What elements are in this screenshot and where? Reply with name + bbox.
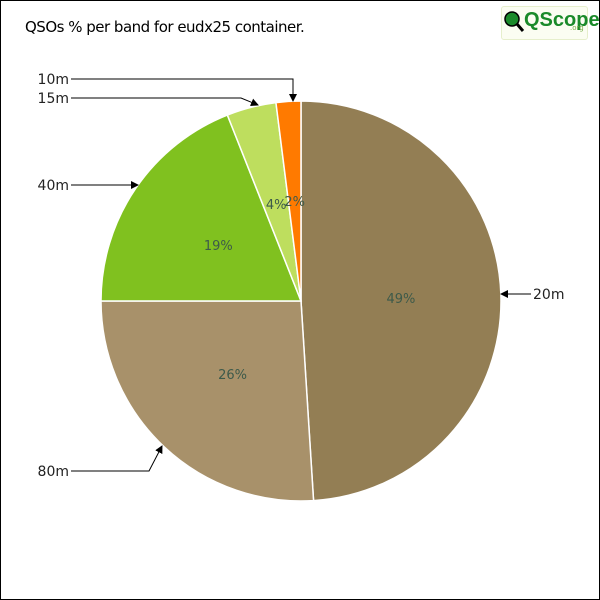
logo-text: QScope <box>524 9 600 31</box>
leader-line-10m <box>71 78 297 102</box>
logo-suffix: .org <box>570 24 584 32</box>
qscope-logo[interactable]: QScope .org <box>501 6 599 40</box>
pie-slice-10m[interactable] <box>275 100 302 302</box>
category-label: 15m <box>38 91 69 107</box>
slice-value-label: 49% <box>386 292 415 307</box>
slice-value-label: 19% <box>204 239 233 254</box>
slice-value-label: 4% <box>266 198 287 213</box>
category-label: 10m <box>38 72 69 88</box>
slice-value-label: 26% <box>218 368 247 383</box>
pie-slice-80m[interactable] <box>100 300 315 502</box>
leader-line-15m <box>71 97 259 107</box>
slice-value-label: 2% <box>284 195 305 210</box>
leader-line-80m <box>71 445 163 472</box>
category-label: 80m <box>38 464 69 480</box>
magnifier-globe-icon <box>504 11 525 32</box>
category-label: 40m <box>38 178 69 194</box>
category-label: 20m <box>533 287 564 303</box>
chart-title: QSOs % per band for eudx25 container. <box>25 18 305 36</box>
